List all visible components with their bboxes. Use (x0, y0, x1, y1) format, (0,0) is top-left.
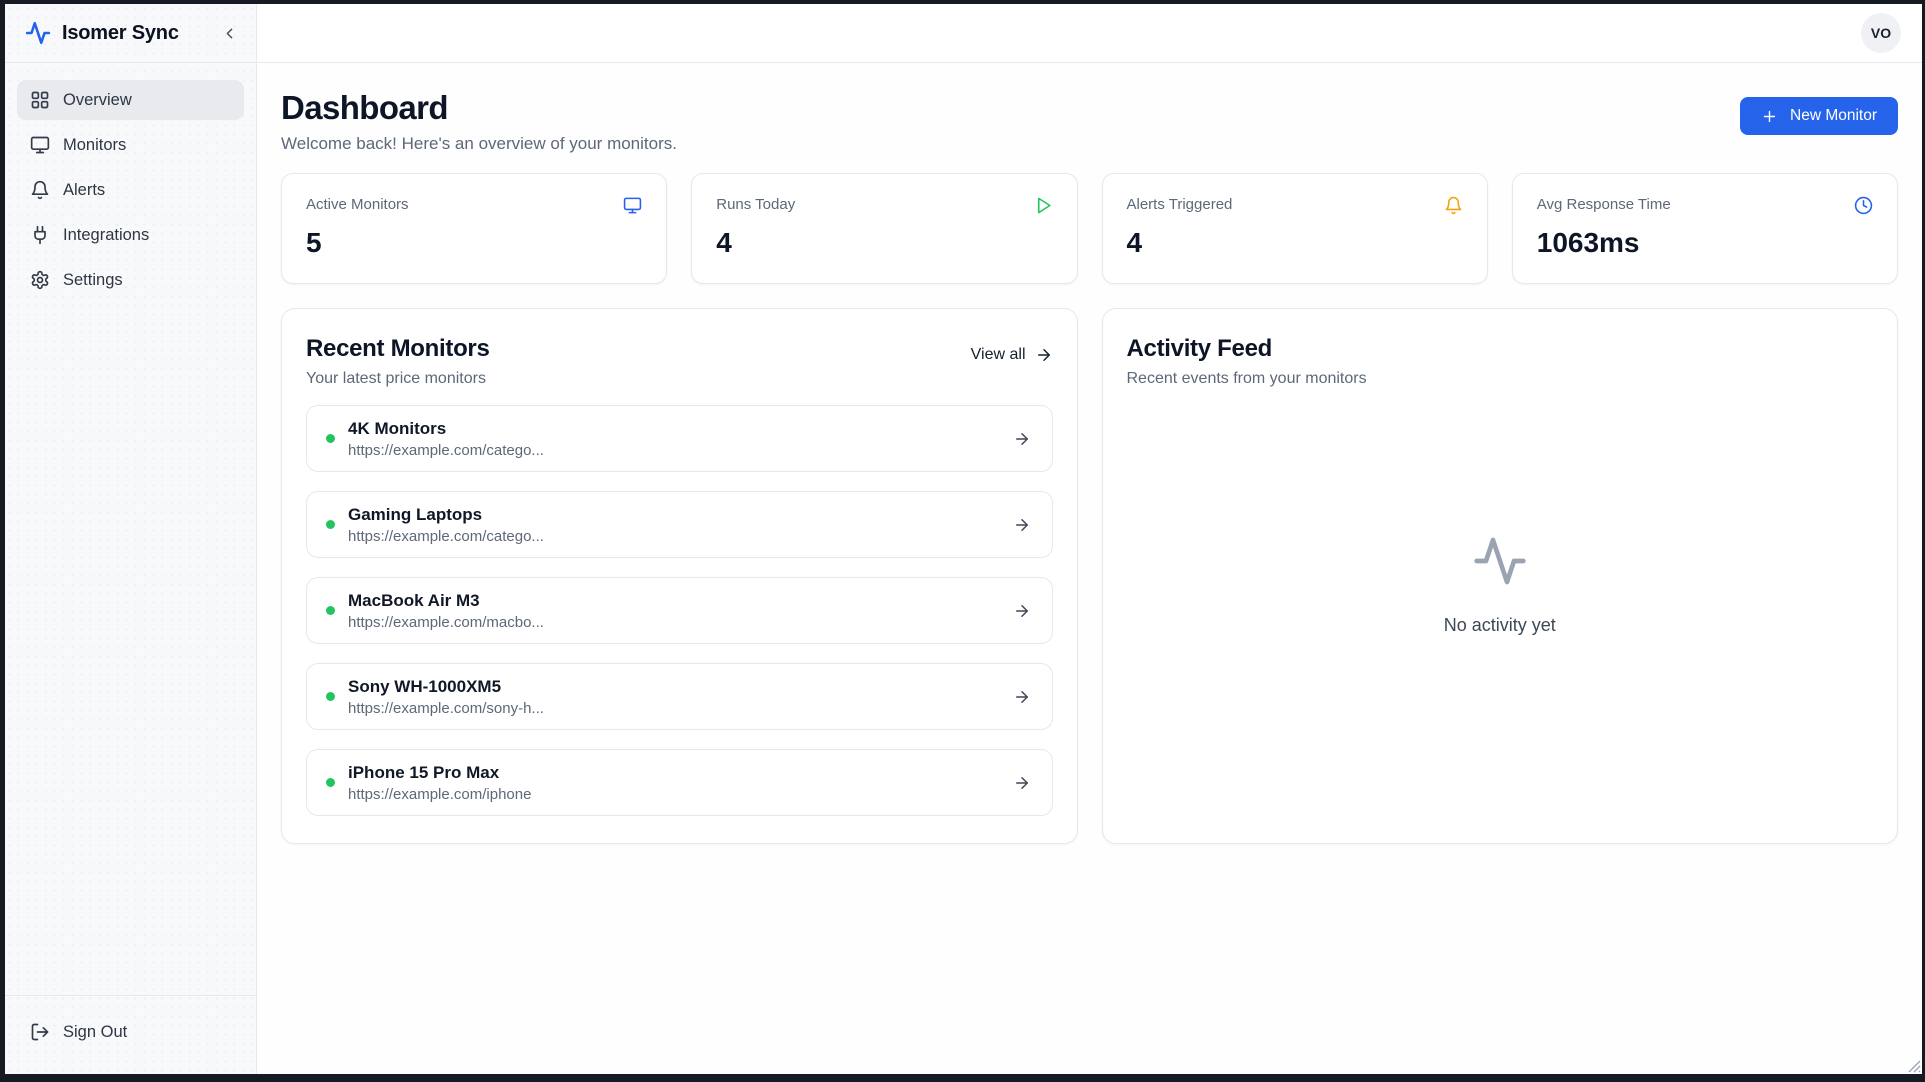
sidebar-item-monitors[interactable]: Monitors (17, 125, 244, 165)
status-dot (326, 778, 335, 787)
empty-state-text: No activity yet (1443, 615, 1556, 635)
monitor-url: https://example.com/macbo... (348, 613, 544, 631)
status-dot (326, 692, 335, 701)
status-dot (326, 520, 335, 529)
bell-icon (1444, 196, 1463, 215)
arrow-right-icon (1035, 346, 1053, 364)
status-dot (326, 434, 335, 443)
arrow-right-icon (1013, 688, 1031, 706)
monitor-url: https://example.com/catego... (348, 527, 544, 545)
monitor-row-iphone-15-pro-max[interactable]: iPhone 15 Pro Max https://example.com/ip… (306, 749, 1053, 816)
activity-feed-panel: Activity Feed Recent events from your mo… (1101, 308, 1898, 844)
stat-value: 4 (1126, 227, 1143, 258)
stat-value: 4 (716, 227, 732, 258)
activity-feed-title: Activity Feed (1126, 335, 1273, 362)
bell-icon (30, 180, 50, 200)
arrow-right-icon (1013, 516, 1031, 534)
monitor-row-sony-wh-1000xm5[interactable]: Sony WH-1000XM5 https://example.com/sony… (306, 663, 1053, 730)
stat-value: 1063ms (1536, 227, 1640, 258)
sidebar-header: Isomer Sync (5, 4, 256, 63)
page-content: Dashboard Welcome back! Here's an overvi… (257, 63, 1922, 1074)
monitor-url: https://example.com/sony-h... (348, 699, 544, 717)
new-monitor-label: New Monitor (1790, 107, 1877, 124)
grid-icon (30, 90, 50, 110)
monitor-name: Sony WH-1000XM5 (348, 676, 502, 696)
sign-out-button[interactable]: Sign Out (17, 1012, 244, 1052)
monitor-name: iPhone 15 Pro Max (348, 762, 500, 782)
monitor-icon (623, 196, 642, 215)
resize-grip-icon[interactable] (1904, 1056, 1921, 1073)
plug-icon (30, 225, 50, 245)
monitor-list: 4K Monitors https://example.com/catego..… (306, 405, 1053, 816)
new-monitor-button[interactable]: New Monitor (1740, 97, 1898, 135)
app-title: Isomer Sync (62, 21, 179, 44)
page-subtitle: Welcome back! Here's an overview of your… (281, 134, 677, 153)
monitor-icon (30, 135, 50, 155)
page-header: Dashboard Welcome back! Here's an overvi… (281, 89, 1898, 155)
recent-monitors-panel: Recent Monitors Your latest price monito… (281, 308, 1078, 844)
sidebar-item-settings[interactable]: Settings (17, 260, 244, 300)
sidebar-nav: Overview Monitors Alerts Integrations (5, 63, 256, 317)
sidebar-item-integrations[interactable]: Integrations (17, 215, 244, 255)
arrow-right-icon (1013, 602, 1031, 620)
sidebar-item-label: Settings (63, 270, 123, 289)
sign-out-label: Sign Out (63, 1022, 128, 1041)
topbar: VO (257, 4, 1922, 63)
stat-label: Runs Today (716, 196, 796, 213)
arrow-right-icon (1013, 430, 1031, 448)
monitor-row-4k-monitors[interactable]: 4K Monitors https://example.com/catego..… (306, 405, 1053, 472)
stat-card-alerts-triggered: Alerts Triggered 4 (1101, 173, 1488, 284)
sidebar-item-label: Overview (63, 90, 132, 109)
stat-label: Active Monitors (306, 196, 409, 213)
main-area: VO Dashboard Welcome back! Here's an ove… (257, 4, 1922, 1074)
activity-feed-heading: Activity Feed Recent events from your mo… (1127, 334, 1367, 389)
view-all-label: View all (970, 346, 1026, 363)
sidebar-item-label: Monitors (63, 135, 127, 154)
view-all-link[interactable]: View all (971, 346, 1053, 364)
monitor-name: Gaming Laptops (348, 504, 483, 524)
monitor-row-gaming-laptops[interactable]: Gaming Laptops https://example.com/categ… (306, 491, 1053, 558)
user-avatar[interactable]: VO (1861, 13, 1901, 53)
stat-label: Alerts Triggered (1126, 196, 1233, 213)
gear-icon (30, 270, 50, 290)
play-icon (1034, 196, 1053, 215)
sidebar-item-label: Integrations (63, 225, 150, 244)
monitor-name: MacBook Air M3 (348, 590, 480, 610)
stat-card-runs-today: Runs Today 4 (691, 173, 1078, 284)
recent-monitors-subtitle: Your latest price monitors (306, 370, 486, 387)
stats-row: Active Monitors 5 Runs Today 4 (281, 173, 1898, 284)
stat-label: Avg Response Time (1536, 196, 1671, 213)
activity-empty-state: No activity yet (1127, 389, 1874, 816)
monitor-row-macbook-air-m3[interactable]: MacBook Air M3 https://example.com/macbo… (306, 577, 1053, 644)
stat-value: 5 (306, 227, 322, 258)
sidebar-item-label: Alerts (63, 180, 106, 199)
chevron-left-icon (221, 25, 238, 42)
activity-pulse-icon (1472, 533, 1528, 589)
activity-feed-subtitle: Recent events from your monitors (1126, 370, 1367, 387)
recent-monitors-heading: Recent Monitors Your latest price monito… (306, 334, 490, 389)
monitor-url: https://example.com/iphone (348, 785, 532, 803)
stat-card-avg-response-time: Avg Response Time 1063ms (1511, 173, 1898, 284)
page-title: Dashboard (281, 89, 449, 126)
arrow-right-icon (1013, 774, 1031, 792)
sidebar-footer: Sign Out (5, 995, 256, 1074)
log-out-icon (30, 1022, 50, 1042)
sidebar-collapse-button[interactable] (219, 23, 240, 44)
monitor-name: 4K Monitors (348, 418, 447, 438)
stat-card-active-monitors: Active Monitors 5 (281, 173, 668, 284)
page-header-text: Dashboard Welcome back! Here's an overvi… (281, 89, 677, 155)
plus-icon (1761, 108, 1778, 125)
clock-icon (1854, 196, 1873, 215)
app-logo-icon (25, 20, 51, 46)
monitor-url: https://example.com/catego... (348, 441, 544, 459)
status-dot (326, 606, 335, 615)
sidebar-item-alerts[interactable]: Alerts (17, 170, 244, 210)
sidebar-item-overview[interactable]: Overview (17, 80, 244, 120)
panels-row: Recent Monitors Your latest price monito… (281, 308, 1898, 844)
recent-monitors-title: Recent Monitors (306, 335, 490, 362)
sidebar: Isomer Sync Overview Monitors (5, 4, 257, 1074)
